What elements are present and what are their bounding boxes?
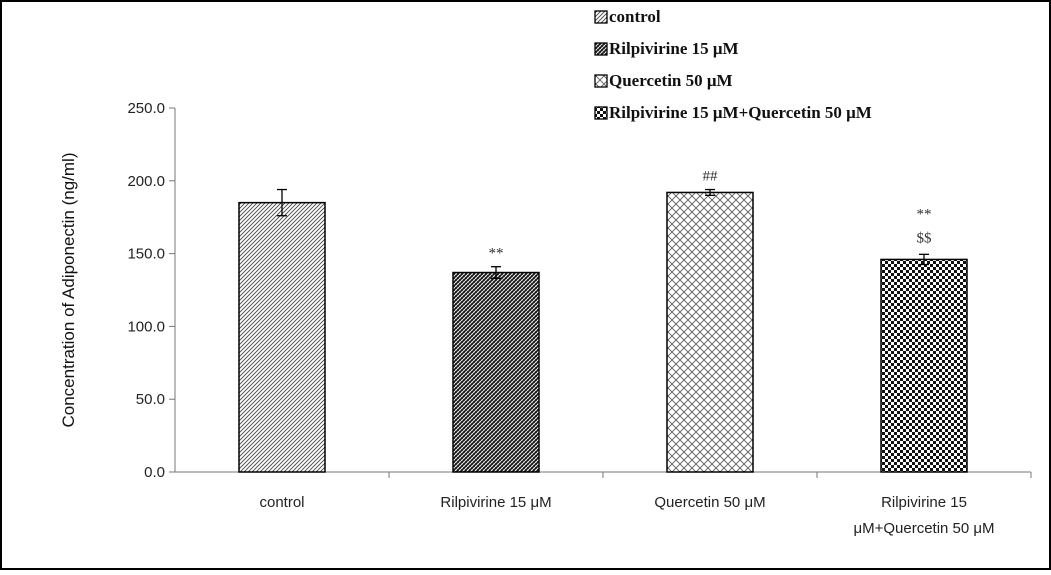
y-tick-label: 250.0 [127,100,165,117]
category-label-3-b: μM+Quercetin 50 μM [853,520,994,537]
legend-swatch-3 [595,107,607,119]
y-tick-label: 0.0 [144,464,165,481]
legend-swatch-1 [595,43,607,55]
y-tick-label: 50.0 [136,391,165,408]
category-label-3: Rilpivirine 15 [881,494,967,511]
legend: control Rilpivirine 15 μM Quercetin 50 μM R… [595,7,872,122]
y-ticks: 0.0 50.0 100.0 150.0 200.0 250.0 [127,100,175,481]
legend-label-2: Quercetin 50 μM [609,71,733,90]
bars: ** ## ** $$ [239,169,967,472]
y-axis-title: Concentration of Adiponectin (ng/ml) [59,153,78,428]
significance-mark-2: ## [703,169,719,185]
significance-mark-1: ** [489,246,504,262]
significance-mark-3: ** [917,206,932,222]
legend-swatch-2 [595,75,607,87]
legend-label-1: Rilpivirine 15 μM [609,39,739,58]
significance-mark-3-b: $$ [917,230,933,246]
x-labels: control Rilpivirine 15 μM Quercetin 50 μM R… [259,472,1031,537]
legend-label-3: Rilpivirine 15 μM+Quercetin 50 μM [609,103,872,122]
legend-swatch-0 [595,11,607,23]
bar-1 [453,273,539,472]
category-label-0: control [259,494,304,511]
legend-label-0: control [609,7,661,26]
category-label-2: Quercetin 50 μM [654,494,765,511]
y-tick-label: 150.0 [127,246,165,263]
y-tick-label: 200.0 [127,173,165,190]
bar-2 [667,192,753,472]
category-label-1: Rilpivirine 15 μM [440,494,551,511]
y-tick-label: 100.0 [127,318,165,335]
bar-3 [881,259,967,472]
bar-0 [239,203,325,472]
